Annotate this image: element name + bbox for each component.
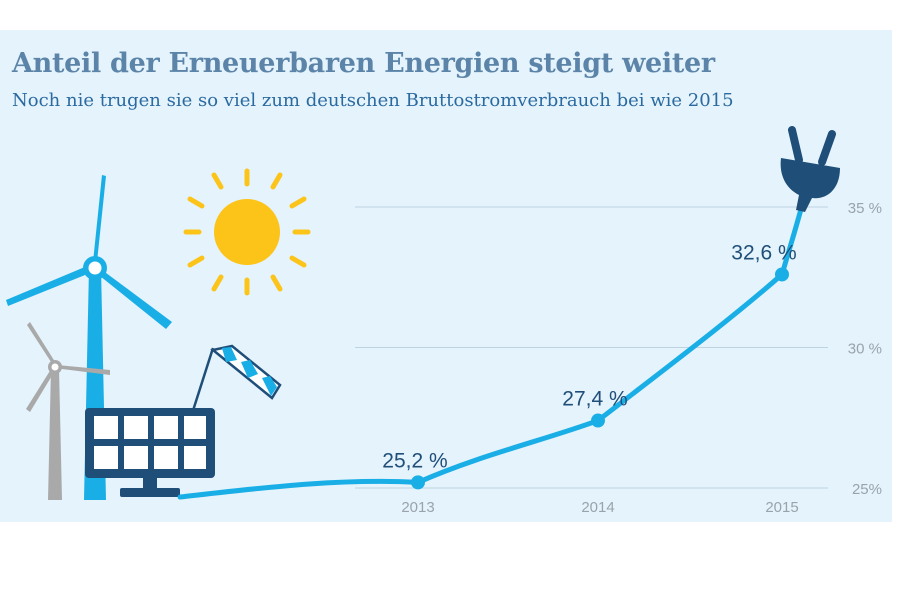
data-point — [591, 413, 605, 428]
data-point — [775, 267, 789, 282]
y-tick-label: 30 % — [848, 341, 882, 358]
data-label: 25,2 % — [382, 449, 447, 472]
solar-panel-icon — [85, 408, 215, 497]
chart-title: Anteil der Erneuerbaren Energien steigt … — [12, 48, 715, 79]
chart-subtitle: Noch nie trugen sie so viel zum deutsche… — [12, 90, 734, 111]
x-tick-label: 2013 — [401, 499, 434, 516]
y-tick-label: 25% — [852, 481, 882, 498]
data-point — [411, 475, 425, 490]
power-plug-icon — [780, 126, 840, 212]
data-label: 27,4 % — [562, 388, 627, 411]
y-tick-label: 35 % — [848, 200, 882, 217]
series-line-layer — [177, 187, 809, 500]
wind-turbine-small-icon — [26, 322, 110, 500]
grid-lines — [355, 206, 828, 489]
labels-layer: 25% 30 % 35 % 2013 2014 2015 25,2 % 27,4 % 32,6 … — [382, 200, 882, 516]
x-tick-label: 2014 — [581, 499, 614, 516]
data-label: 32,6 % — [731, 241, 796, 264]
sun-icon — [183, 168, 311, 296]
x-tick-label: 2015 — [765, 499, 798, 516]
